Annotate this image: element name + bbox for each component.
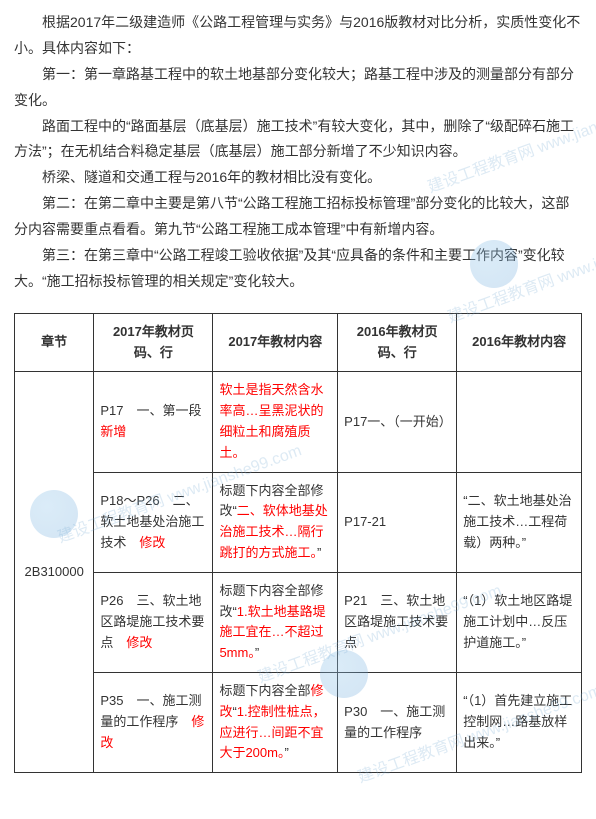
cell-2017-content: 标题下内容全部修改“1.控制性桩点，应进行…间距不宜大于200m。” xyxy=(213,672,338,772)
cell-2017-content: 标题下内容全部修改“二、软体地基处治施工技术…隔行跳打的方式施工。” xyxy=(213,472,338,572)
table-row: P26 三、软土地区路堤施工技术要点 修改 标题下内容全部修改“1.软土地基路堤… xyxy=(15,572,582,672)
paragraph-first: 第一：第一章路基工程中的软土地基部分变化较大；路基工程中涉及的测量部分有部分变化… xyxy=(14,62,582,114)
table-row: 2B310000 P17 一、第一段新增 软土是指天然含水率高…呈黑泥状的细粒土… xyxy=(15,372,582,472)
cell-2017-content: 标题下内容全部修改“1.软土地基路堤施工宜在…不超过5mm。” xyxy=(213,572,338,672)
cell-2017-content: 软土是指天然含水率高…呈黑泥状的细粒土和腐殖质土。 xyxy=(213,372,338,472)
paragraph-third: 第三：在第三章中“公路工程竣工验收依据”及其“应具备的条件和主要工作内容”变化较… xyxy=(14,243,582,295)
cell-2016-page: P21 三、软土地区路堤施工技术要点 xyxy=(338,572,457,672)
intro-paragraph: 根据2017年二级建造师《公路工程管理与实务》与2016版教材对比分析，实质性变… xyxy=(14,10,582,62)
table-header-row: 章节 2017年教材页码、行 2017年教材内容 2016年教材页码、行 201… xyxy=(15,313,582,372)
cell-2016-content: “二、软土地基处治施工技术…工程荷载）两种。” xyxy=(457,472,582,572)
cell-2017-page: P35 一、施工测量的工作程序 修改 xyxy=(94,672,213,772)
cell-2016-content: “（1）软土地区路堤施工计划中…反压护道施工。” xyxy=(457,572,582,672)
header-2017-page: 2017年教材页码、行 xyxy=(94,313,213,372)
cell-2016-content xyxy=(457,372,582,472)
header-2017-content: 2017年教材内容 xyxy=(213,313,338,372)
cell-2017-page: P17 一、第一段新增 xyxy=(94,372,213,472)
cell-2016-page: P17-21 xyxy=(338,472,457,572)
table-row: P18～P26 二、软土地基处治施工技术 修改 标题下内容全部修改“二、软体地基… xyxy=(15,472,582,572)
cell-chapter: 2B310000 xyxy=(15,372,94,773)
header-2016-page: 2016年教材页码、行 xyxy=(338,313,457,372)
paragraph-bridge: 桥梁、隧道和交通工程与2016年的教材相比没有变化。 xyxy=(14,165,582,191)
paragraph-second: 第二：在第二章中主要是第八节“公路工程施工招标投标管理”部分变化的比较大，这部分… xyxy=(14,191,582,243)
table-row: P35 一、施工测量的工作程序 修改 标题下内容全部修改“1.控制性桩点，应进行… xyxy=(15,672,582,772)
comparison-table: 章节 2017年教材页码、行 2017年教材内容 2016年教材页码、行 201… xyxy=(14,313,582,773)
header-chapter: 章节 xyxy=(15,313,94,372)
cell-2016-page: P17一、（一开始） xyxy=(338,372,457,472)
document-body: 根据2017年二级建造师《公路工程管理与实务》与2016版教材对比分析，实质性变… xyxy=(0,0,596,305)
header-2016-content: 2016年教材内容 xyxy=(457,313,582,372)
paragraph-roadsurface: 路面工程中的“路面基层（底基层）施工技术”有较大变化，其中，删除了“级配碎石施工… xyxy=(14,114,582,166)
cell-2016-content: “（1）首先建立施工控制网…路基放样出来。” xyxy=(457,672,582,772)
cell-2017-page: P26 三、软土地区路堤施工技术要点 修改 xyxy=(94,572,213,672)
cell-2016-page: P30 一、施工测量的工作程序 xyxy=(338,672,457,772)
cell-2017-page: P18～P26 二、软土地基处治施工技术 修改 xyxy=(94,472,213,572)
